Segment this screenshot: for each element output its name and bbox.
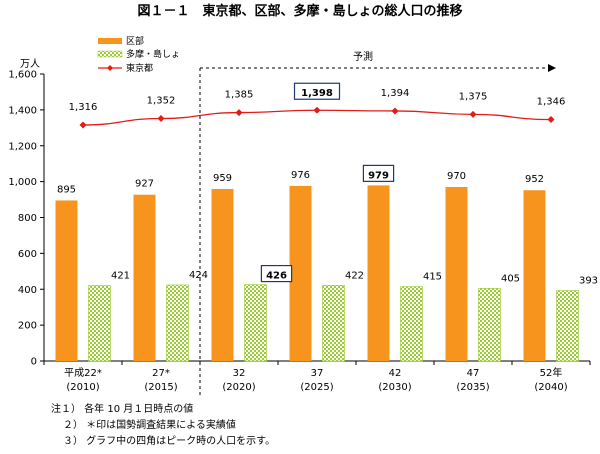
line-tokyo-label: 1,385 xyxy=(225,90,254,101)
line-tokyo-label: 1,375 xyxy=(459,91,488,102)
x-tick-label: 平成22* xyxy=(64,367,102,379)
legend-swatch-ku xyxy=(98,38,122,44)
bar-tama-label-peak-box xyxy=(260,264,293,283)
bar-ku xyxy=(289,185,312,361)
line-tokyo-label-peak-box xyxy=(293,82,341,100)
bar-tama xyxy=(556,290,579,362)
bar-ku xyxy=(523,190,546,361)
bar-tama xyxy=(166,284,189,362)
bar-ku xyxy=(55,200,78,361)
note-1: 注１） 各年 10 月１日時点の値 xyxy=(51,402,193,415)
bar-tama-label: 422 xyxy=(345,270,364,281)
point-tokyo xyxy=(79,121,87,129)
notes: 注１） 各年 10 月１日時点の値 ２） ＊印は国勢調査結果による実績値 ３） … xyxy=(51,402,275,447)
note-2: ２） ＊印は国勢調査結果による実績値 xyxy=(63,418,236,431)
bar-tama xyxy=(322,285,345,362)
line-tokyo-label: 1,346 xyxy=(537,97,566,108)
bar-ku-label: 970 xyxy=(447,171,466,182)
y-tick-label: 0 xyxy=(31,357,37,368)
legend-swatch-tama xyxy=(97,50,123,58)
y-tick-label: 1,000 xyxy=(8,177,37,188)
y-tick-label: 1,200 xyxy=(8,141,37,152)
legend-label-tama: 多摩・島しょ xyxy=(126,48,180,60)
bar-ku xyxy=(367,185,390,361)
x-tick-year-label: (2015) xyxy=(144,382,177,393)
x-tick-label: 42 xyxy=(389,368,402,379)
bar-tama xyxy=(244,284,267,362)
y-tick-label: 1,400 xyxy=(8,105,37,116)
bar-ku-label: 959 xyxy=(213,173,232,184)
point-tokyo xyxy=(157,114,165,122)
bar-tama xyxy=(478,288,501,362)
x-tick-year-label: (2035) xyxy=(456,382,489,393)
plot-area: 0 200 400 600 800 1,000 1,200 1,400 1,600 平成22* 27… xyxy=(8,64,598,397)
bar-tama-label: 424 xyxy=(189,270,208,281)
line-tokyo-label: 1,398 xyxy=(301,88,333,99)
chart-title: 図１－１ 東京都、区部、多摩・島しょの総人口の推移 xyxy=(137,3,462,19)
point-tokyo xyxy=(547,116,555,124)
note-3: ３） グラフ中の四角はピーク時の人口を示す。 xyxy=(63,434,275,447)
bar-tama-label: 393 xyxy=(579,276,598,287)
y-tick-label: 1,600 xyxy=(8,70,37,81)
bar-tama xyxy=(88,285,111,362)
x-tick-year-label: (2030) xyxy=(378,382,411,393)
y-tick-label: 400 xyxy=(18,285,37,296)
bar-tama-label: 421 xyxy=(111,270,130,281)
bar-ku-label: 927 xyxy=(135,179,154,190)
x-tick-year-label: (2010) xyxy=(66,382,99,393)
bar-ku-label: 952 xyxy=(525,174,544,185)
y-tick-label: 600 xyxy=(18,249,37,260)
point-tokyo xyxy=(235,109,243,117)
legend-label-tokyo: 東京都 xyxy=(126,62,153,74)
legend: 区部 多摩・島しょ 東京都 xyxy=(97,35,180,74)
x-tick-year-label: (2020) xyxy=(222,382,255,393)
bar-ku xyxy=(211,188,234,361)
x-tick-label: 47 xyxy=(467,368,480,379)
point-tokyo xyxy=(313,106,321,114)
y-tick-label: 200 xyxy=(18,321,37,332)
bar-ku-label-peak-box xyxy=(362,164,395,182)
bar-tama xyxy=(400,286,423,362)
bar-ku-label: 979 xyxy=(368,170,389,181)
line-tokyo-label: 1,352 xyxy=(147,95,176,106)
y-tick-label: 800 xyxy=(18,213,37,224)
bar-tama-label: 405 xyxy=(501,273,520,284)
x-tick-label: 27* xyxy=(152,368,170,379)
point-tokyo xyxy=(469,110,477,118)
x-tick-label: 32 xyxy=(233,368,246,379)
bar-tama-label: 426 xyxy=(266,271,287,282)
projection-arrow-head xyxy=(548,64,556,72)
x-tick-label: 37 xyxy=(311,368,324,379)
legend-marker-tokyo xyxy=(107,65,113,71)
bar-ku xyxy=(445,187,468,361)
bar-tama-label: 415 xyxy=(423,272,442,283)
line-tokyo-label: 1,394 xyxy=(381,88,410,99)
projection-label: 予測 xyxy=(353,50,373,63)
x-tick-label: 52年 xyxy=(540,366,563,379)
y-axis-unit-label: 万人 xyxy=(20,58,40,70)
x-tick-year-label: (2040) xyxy=(534,382,567,393)
legend-label-ku: 区部 xyxy=(126,35,144,47)
bar-ku-label: 895 xyxy=(57,184,76,195)
bar-ku-label: 976 xyxy=(291,170,310,181)
x-tick-year-label: (2025) xyxy=(300,382,333,393)
bar-ku xyxy=(133,194,156,361)
line-tokyo-label: 1,316 xyxy=(69,102,98,113)
point-tokyo xyxy=(391,107,399,115)
